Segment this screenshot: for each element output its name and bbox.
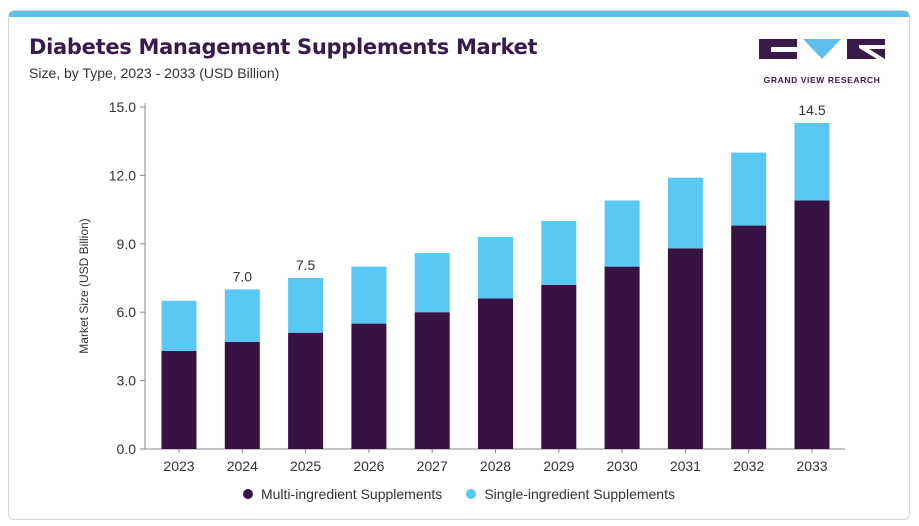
bar-single-ingredient <box>414 252 450 313</box>
bar-multi-ingredient <box>794 200 830 449</box>
bar-single-ingredient <box>161 300 197 351</box>
y-tick-label: 9.0 <box>117 236 137 252</box>
accent-bar <box>9 11 909 17</box>
bar-multi-ingredient <box>161 350 197 449</box>
x-tick-label: 2026 <box>353 458 384 474</box>
logo-text: GRAND VIEW RESEARCH <box>763 75 881 85</box>
bar-single-ingredient <box>288 278 324 333</box>
y-tick-label: 12.0 <box>109 167 136 183</box>
x-tick-label: 2032 <box>733 458 764 474</box>
bar-multi-ingredient <box>288 332 324 449</box>
legend-item-single-ingredient: Single-ingredient Supplements <box>466 486 675 502</box>
bar-multi-ingredient <box>667 248 703 449</box>
x-tick-label: 2024 <box>227 458 258 474</box>
x-tick-label: 2030 <box>607 458 638 474</box>
bar-single-ingredient <box>541 221 577 285</box>
logo-mark-icon <box>759 39 885 59</box>
legend-item-multi-ingredient: Multi-ingredient Supplements <box>242 486 443 502</box>
legend-swatch-single <box>466 489 477 499</box>
y-tick-label: 0.0 <box>117 441 137 457</box>
grand-view-research-logo: GRAND VIEW RESEARCH <box>759 35 885 85</box>
y-tick-label: 6.0 <box>117 304 137 320</box>
bar-single-ingredient <box>478 236 513 299</box>
plot-area: 0.0 3.0 6.0 9.0 12.0 15.0 2023 2024 2025 2026 2027… <box>109 99 845 474</box>
chart-subtitle: Size, by Type, 2023 - 2033 (USD Billion) <box>29 65 280 81</box>
bar-multi-ingredient <box>351 323 387 449</box>
data-label: 7.0 <box>233 268 253 284</box>
legend-swatch-multi <box>242 489 253 499</box>
x-tick-label: 2029 <box>543 458 574 474</box>
y-tick-label: 15.0 <box>109 99 136 115</box>
bar-single-ingredient <box>794 122 830 201</box>
bar-multi-ingredient <box>414 312 450 449</box>
x-tick-label: 2027 <box>417 458 448 474</box>
x-tick-label: 2028 <box>480 458 511 474</box>
chart-card: Diabetes Management Supplements Market S… <box>8 10 910 520</box>
bar-multi-ingredient <box>224 341 260 449</box>
bar-single-ingredient <box>604 200 640 267</box>
data-label: 14.5 <box>798 102 825 118</box>
x-tick-label: 2033 <box>796 458 827 474</box>
data-label: 7.5 <box>296 257 316 273</box>
bar-multi-ingredient <box>541 284 577 449</box>
legend-label-multi: Multi-ingredient Supplements <box>260 486 443 502</box>
bar-chart: Market Size (USD Billion) 0.0 3.0 6.0 9.0 12… <box>77 99 845 474</box>
x-tick-label: 2023 <box>163 458 194 474</box>
legend: Multi-ingredient Supplements Single-ingr… <box>9 486 909 502</box>
bar-single-ingredient <box>224 289 260 342</box>
bar-multi-ingredient <box>731 225 767 449</box>
x-tick-label: 2025 <box>290 458 321 474</box>
bar-single-ingredient <box>667 177 703 249</box>
bar-multi-ingredient <box>604 266 640 449</box>
y-axis-title: Market Size (USD Billion) <box>77 218 91 353</box>
y-tick-label: 3.0 <box>117 373 137 389</box>
bar-single-ingredient <box>731 152 767 226</box>
chart-title: Diabetes Management Supplements Market <box>29 35 538 59</box>
legend-label-single: Single-ingredient Supplements <box>484 486 675 502</box>
bar-single-ingredient <box>351 266 387 324</box>
bar-multi-ingredient <box>478 298 513 449</box>
x-tick-label: 2031 <box>670 458 701 474</box>
